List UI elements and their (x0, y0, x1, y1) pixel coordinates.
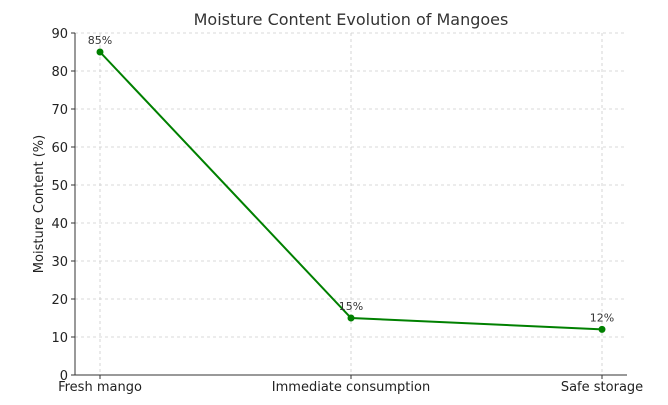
grid-lines (75, 32, 627, 376)
y-tick-label: 40 (51, 217, 68, 232)
x-axis-ticks: Fresh mango Immediate consumption Safe sto… (58, 375, 643, 395)
y-tick-label: 70 (51, 103, 68, 118)
data-label: 85% (88, 34, 112, 47)
data-label: 15% (339, 300, 363, 313)
y-tick-label: 60 (51, 141, 68, 156)
y-tick-label: 90 (51, 27, 68, 42)
y-tick-label: 20 (51, 293, 68, 308)
data-point (598, 325, 606, 333)
y-tick-label: 80 (51, 65, 68, 80)
y-axis-label: Moisture Content (%) (32, 135, 47, 273)
series-group: 85% 15% 12% (88, 34, 614, 333)
x-tick-label: Safe storage (561, 380, 643, 395)
data-label: 12% (590, 311, 614, 324)
y-tick-label: 0 (60, 369, 68, 384)
x-tick-label: Fresh mango (58, 380, 142, 395)
data-point (347, 314, 355, 322)
y-axis-ticks: 0 10 20 30 40 50 60 70 80 90 (51, 27, 75, 384)
data-point (96, 48, 104, 56)
y-tick-label: 10 (51, 331, 68, 346)
x-tick-label: Immediate consumption (272, 380, 430, 395)
chart-title: Moisture Content Evolution of Mangoes (194, 10, 509, 29)
y-tick-label: 50 (51, 179, 68, 194)
y-tick-label: 30 (51, 255, 68, 270)
